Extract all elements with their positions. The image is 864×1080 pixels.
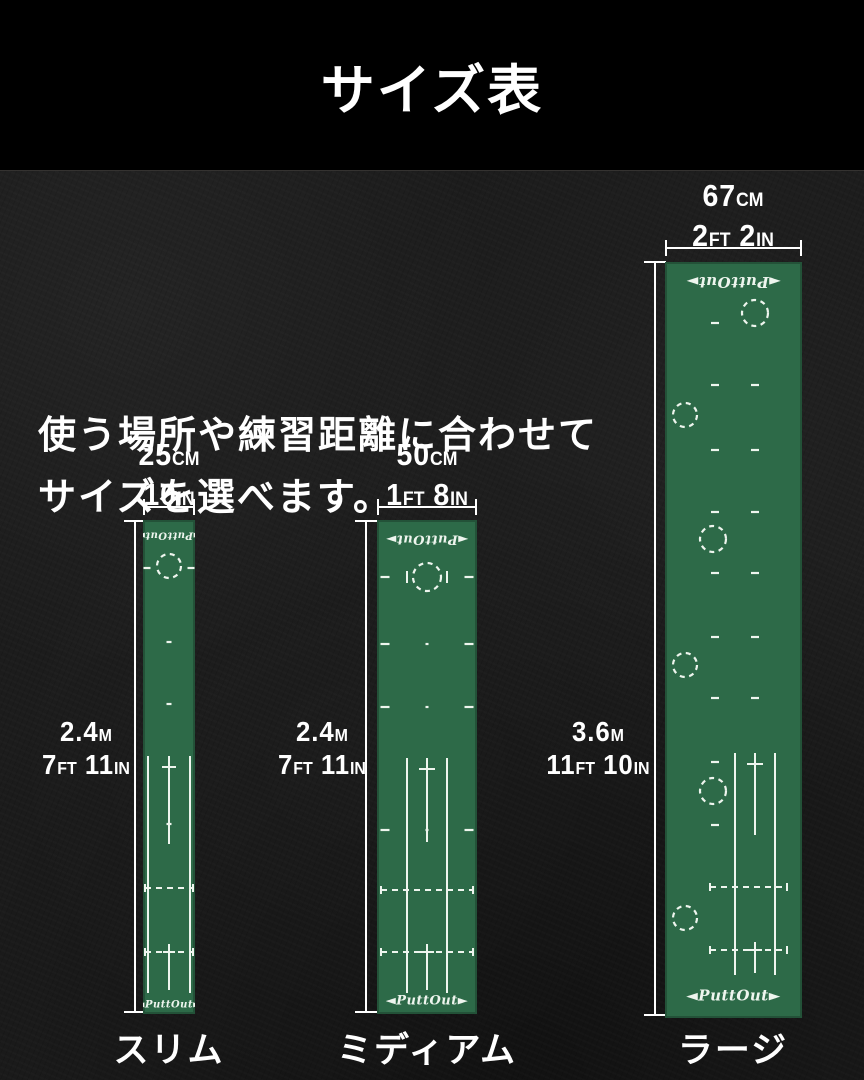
target-circle xyxy=(740,298,770,328)
svg-text:◄PuttOut►: ◄PuttOut► xyxy=(686,986,781,1004)
large-putting-mat: ◄PuttOut► ◄PuttOut► xyxy=(665,262,802,1018)
target-circle xyxy=(671,651,699,679)
target-circle xyxy=(671,401,699,429)
puttout-logo-rotated-icon: ◄PuttOut► xyxy=(143,530,195,541)
medium-putting-mat: ◄PuttOut► ◄PuttOut► xyxy=(377,520,477,1014)
large-width-cm: 67CM xyxy=(702,178,764,213)
svg-text:◄PuttOut►: ◄PuttOut► xyxy=(386,994,469,1009)
puttout-logo-icon: ◄PuttOut► xyxy=(386,994,469,1009)
alignment-cross xyxy=(162,756,176,844)
svg-text:◄PuttOut►: ◄PuttOut► xyxy=(143,530,195,541)
slim-width-measurement: 25CM 10IN xyxy=(91,437,247,517)
large-width-measurement: 67CM 2FT 2IN xyxy=(655,178,811,258)
large-width-measure-line xyxy=(665,240,802,256)
slim-width-measure-line xyxy=(143,499,195,515)
slim-width-cm: 25CM xyxy=(138,437,200,472)
svg-text:◄PuttOut►: ◄PuttOut► xyxy=(686,273,781,291)
large-length-imperial: 11FT 10IN xyxy=(546,749,650,780)
slim-length-measurement: 2.4M 7FT 11IN xyxy=(22,717,151,783)
large-length-measure-line xyxy=(644,261,666,1016)
slim-size-label: スリム xyxy=(113,1031,225,1070)
svg-text:◄PuttOut►: ◄PuttOut► xyxy=(386,531,469,546)
medium-length-measurement: 2.4M 7FT 11IN xyxy=(258,717,387,783)
intro-line-2: サイズを選べます。 xyxy=(38,477,394,519)
slim-putting-mat: ◄PuttOut► ◄PuttOut► xyxy=(143,520,195,1014)
medium-size-label: ミディアム xyxy=(336,1031,518,1070)
puttout-logo-icon: ◄PuttOut► xyxy=(686,986,781,1004)
intro-text: 使う場所や練習距離に合わせて サイズを選べます。 xyxy=(38,405,598,529)
medium-width-measurement: 50CM 1FT 8IN xyxy=(349,437,505,517)
slim-length-measure-line xyxy=(124,520,146,1013)
svg-text:◄PuttOut►: ◄PuttOut► xyxy=(143,1000,195,1011)
target-circle xyxy=(698,776,728,806)
medium-length-measure-line xyxy=(355,520,377,1013)
target-circle xyxy=(411,561,443,593)
slim-length-imperial: 7FT 11IN xyxy=(42,749,130,780)
page-title: サイズ表 xyxy=(320,60,544,121)
medium-length-imperial: 7FT 11IN xyxy=(278,749,366,780)
large-length-m: 3.6M xyxy=(572,716,624,747)
medium-length-m: 2.4M xyxy=(296,716,348,747)
medium-width-imperial: 1FT 8IN xyxy=(386,477,468,512)
target-circle xyxy=(155,552,183,580)
intro-line-1: 使う場所や練習距離に合わせて xyxy=(38,415,599,457)
large-length-measurement: 3.6M 11FT 10IN xyxy=(534,717,663,783)
puttout-logo-icon: ◄PuttOut► xyxy=(143,1000,195,1011)
medium-width-measure-line xyxy=(377,499,477,515)
header-bar: サイズ表 xyxy=(0,0,864,170)
target-circle xyxy=(671,904,699,932)
alignment-cross xyxy=(747,753,763,835)
slim-width-imperial: 10IN xyxy=(143,477,195,512)
puttout-logo-rotated-icon: ◄PuttOut► xyxy=(386,531,469,546)
large-size-label: ラージ xyxy=(677,1031,789,1070)
large-width-imperial: 2FT 2IN xyxy=(692,218,774,253)
target-circle xyxy=(698,524,728,554)
medium-width-cm: 50CM xyxy=(396,437,458,472)
slim-length-m: 2.4M xyxy=(60,716,112,747)
puttout-logo-rotated-icon: ◄PuttOut► xyxy=(686,273,781,291)
alignment-cross xyxy=(419,758,435,842)
